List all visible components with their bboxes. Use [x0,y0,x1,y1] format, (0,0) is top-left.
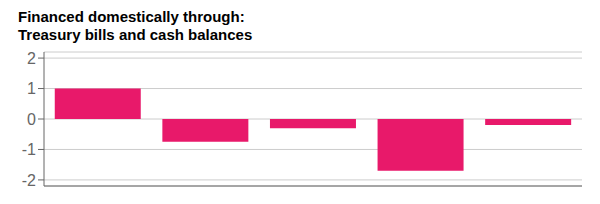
html-text:Treasury bills and cash balanc: Treasury bills and cash balances [18,26,253,43]
svg-text:0: 0 [27,111,36,128]
svg-text:2: 2 [27,50,36,67]
html-text:Financed domestically through:: Financed domestically through: [18,8,245,25]
svg-text:-2: -2 [22,172,36,189]
svg-text:1: 1 [27,80,36,97]
svg-text:-1: -1 [22,141,36,158]
